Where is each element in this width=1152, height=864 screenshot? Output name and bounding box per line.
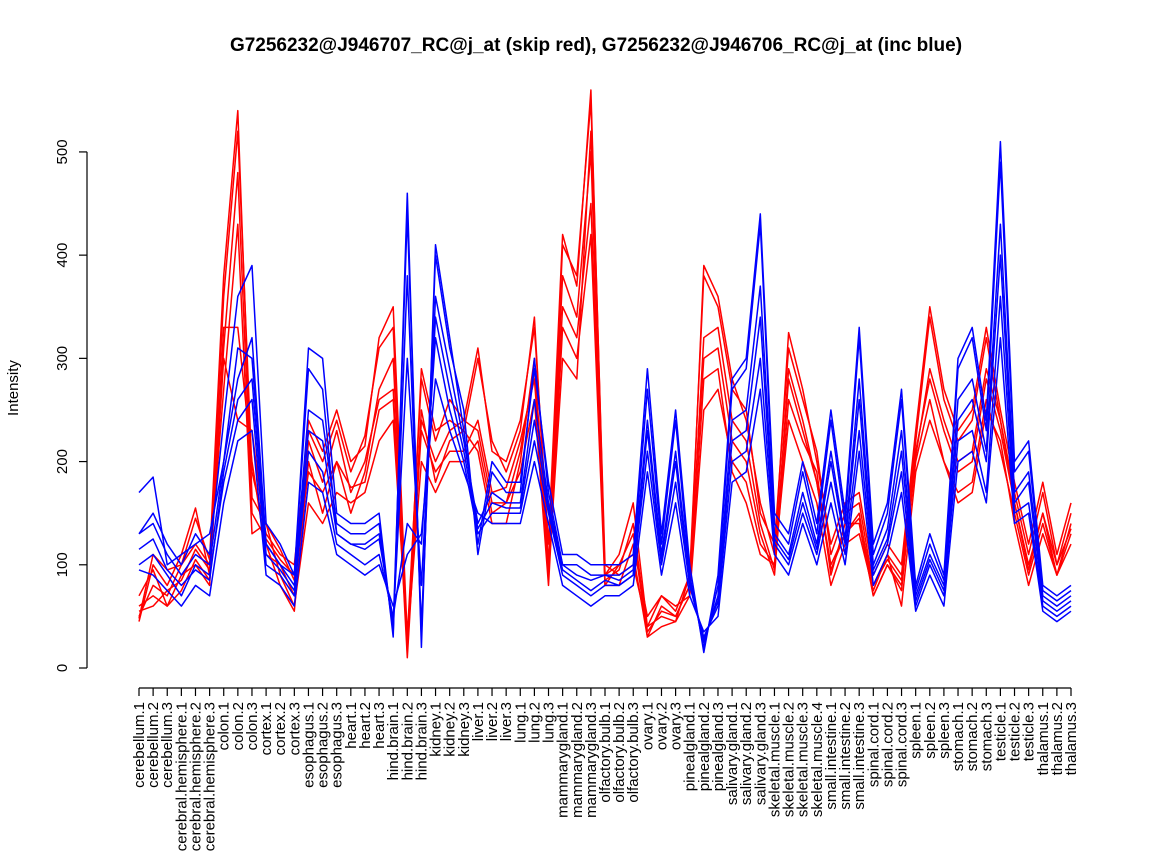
x-tick-label: mammarygland.2	[569, 702, 586, 818]
series-line	[138, 202, 1072, 659]
x-tick-label: skeletal.muscle.3	[795, 702, 812, 817]
x-tick-label: mammarygland.3	[583, 702, 600, 818]
x-tick-label: olfactory.bulb.3	[625, 702, 642, 803]
y-tick-label: 500	[54, 139, 71, 164]
x-tick-label: testicle.3	[1021, 702, 1038, 761]
x-tick-label: stomach.1	[950, 702, 967, 771]
x-tick-label: hind.brain.1	[385, 702, 402, 780]
x-tick-label: skeletal.muscle.1	[766, 702, 783, 817]
x-tick-label: skeletal.muscle.2	[781, 702, 798, 817]
x-tick-label: salivary.gland.1	[724, 702, 741, 805]
x-tick-label: spleen.2	[922, 702, 939, 759]
x-tick-label: skeletal.muscle.4	[809, 702, 826, 817]
y-axis: 0 100 200 300 400 500	[54, 139, 88, 672]
x-tick-label: spleen.3	[936, 702, 953, 759]
x-tick-label: esophagus.2	[315, 702, 332, 788]
x-tick-label: cerebral.hemisphere.3	[202, 702, 219, 851]
x-tick-label: pinealgland.1	[682, 702, 699, 791]
series-line	[138, 151, 1072, 649]
x-tick-label: spleen.1	[908, 702, 925, 759]
x-tick-label: cerebellum.1	[131, 702, 148, 788]
x-tick-label: small.intestine.1	[823, 702, 840, 810]
y-tick-label: 400	[54, 243, 71, 268]
y-tick-label: 0	[54, 664, 71, 672]
chart-title: G7256232@J946707_RC@j_at (skip red), G72…	[230, 35, 962, 56]
x-tick-label: pinealgland.3	[710, 702, 727, 791]
x-tick-label: colon.3	[244, 702, 261, 750]
x-tick-label: colon.2	[230, 702, 247, 750]
x-tick-label: stomach.2	[964, 702, 981, 771]
x-tick-label: kidney.1	[428, 702, 445, 757]
x-tick-label: cerebral.hemisphere.2	[187, 702, 204, 851]
x-tick-label: thalamus.3	[1063, 702, 1080, 775]
x-tick-label: lung.2	[526, 702, 543, 743]
x-tick-label: hind.brain.3	[413, 702, 430, 780]
series-group	[138, 89, 1072, 659]
x-tick-label: cerebral.hemisphere.1	[173, 702, 190, 851]
x-tick-label: lung.1	[512, 702, 529, 743]
x-tick-label: heart.3	[371, 702, 388, 749]
x-tick-label: spinal.cord.3	[894, 702, 911, 787]
x-axis: cerebellum.1cerebellum.2cerebellum.3cere…	[131, 687, 1080, 851]
x-tick-label: salivary.gland.3	[752, 702, 769, 805]
x-tick-label: cortex.1	[258, 702, 275, 755]
x-tick-label: esophagus.1	[300, 702, 317, 788]
x-tick-label: lung.3	[541, 702, 558, 743]
x-tick-label: olfactory.bulb.2	[611, 702, 628, 803]
x-tick-label: esophagus.3	[329, 702, 346, 788]
x-tick-label: hind.brain.2	[399, 702, 416, 780]
x-tick-label: testicle.1	[992, 702, 1009, 761]
x-tick-label: cerebellum.3	[159, 702, 176, 788]
y-tick-label: 300	[54, 346, 71, 371]
x-tick-label: ovary.2	[653, 702, 670, 750]
x-tick-label: testicle.2	[1007, 702, 1024, 761]
x-tick-label: spinal.cord.2	[879, 702, 896, 787]
x-tick-label: ovary.3	[668, 702, 685, 750]
x-tick-label: ovary.1	[639, 702, 656, 750]
x-tick-label: pinealgland.2	[696, 702, 713, 791]
y-axis-label: Intensity	[5, 360, 22, 416]
x-tick-label: thalamus.1	[1035, 702, 1052, 775]
x-tick-label: mammarygland.1	[555, 702, 572, 818]
series-line	[138, 254, 1072, 640]
x-tick-label: liver.1	[470, 702, 487, 741]
x-tick-label: small.intestine.3	[851, 702, 868, 810]
x-tick-label: liver.3	[498, 702, 515, 741]
x-tick-label: spinal.cord.1	[865, 702, 882, 787]
x-tick-label: kidney.3	[456, 702, 473, 757]
x-tick-label: stomach.3	[978, 702, 995, 771]
x-tick-label: cerebellum.2	[145, 702, 162, 788]
x-tick-label: salivary.gland.2	[738, 702, 755, 805]
x-tick-label: thalamus.2	[1049, 702, 1066, 775]
series-line	[138, 295, 1072, 638]
x-tick-label: cortex.3	[286, 702, 303, 755]
x-tick-label: small.intestine.2	[837, 702, 854, 810]
x-tick-label: cortex.2	[272, 702, 289, 755]
x-tick-label: heart.1	[343, 702, 360, 749]
x-tick-label: liver.2	[484, 702, 501, 741]
x-tick-label: heart.2	[357, 702, 374, 749]
y-tick-label: 200	[54, 449, 71, 474]
x-tick-label: olfactory.bulb.1	[597, 702, 614, 803]
series-line	[138, 336, 1072, 633]
x-tick-label: colon.1	[216, 702, 233, 750]
x-tick-label: kidney.2	[442, 702, 459, 757]
y-tick-label: 100	[54, 552, 71, 577]
